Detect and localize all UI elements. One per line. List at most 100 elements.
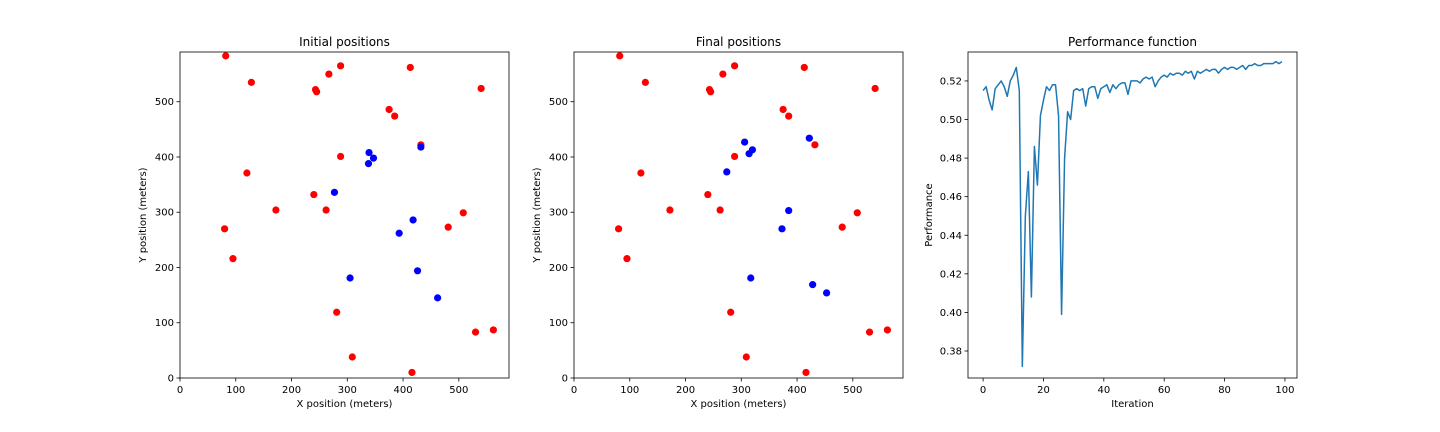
scatter-point-red [719, 70, 727, 78]
scatter-point-red [707, 88, 715, 96]
scatter-point-blue [745, 150, 753, 158]
scatter-point-blue [395, 229, 403, 237]
performance-line [982, 60, 1283, 368]
y-tick-label: 200 [549, 263, 568, 274]
scatter-point-blue [364, 160, 373, 168]
scatter-point-red [444, 223, 452, 231]
scatter-point-blue [823, 289, 831, 297]
scatter-point-blue [778, 225, 786, 233]
x-tick-label: 400 [394, 385, 413, 396]
scatter-point-red [229, 255, 237, 263]
scatter-point-red [883, 326, 891, 334]
x-tick-label: 60 [1158, 385, 1171, 396]
x-axis-label: X position (meters) [297, 399, 393, 410]
scatter-point-red [615, 225, 623, 233]
scatter-point-blue [369, 154, 378, 162]
y-tick-label: 400 [549, 152, 568, 163]
scatter-point-blue [723, 168, 731, 176]
scatter-point-red [313, 88, 321, 96]
x-axis-label: X position (meters) [691, 399, 787, 410]
chart-panel-2: Final positions 0 100 200 300 400 500 0 100 200 30… [532, 35, 904, 410]
y-tick-label: 0 [168, 374, 174, 385]
scatter-point-red [865, 328, 874, 336]
x-tick-label: 0 [177, 385, 183, 396]
scatter-point-red [779, 105, 787, 114]
scatter-point-blue [785, 206, 793, 215]
scatter-point-red [459, 209, 467, 217]
scatter-point-red [348, 353, 356, 361]
axes-frame [573, 51, 904, 379]
x-tick-label: 40 [1097, 385, 1110, 396]
scatter-point-red [853, 209, 861, 217]
scatter-point-blue [741, 138, 749, 146]
chart-title: Performance function [1068, 35, 1197, 49]
scatter-point-red [704, 190, 712, 199]
scatter-point-blue [805, 134, 813, 142]
scatter-point-blue [413, 267, 422, 275]
y-axis-label: Performance [924, 183, 935, 246]
scatter-point-red [391, 112, 399, 120]
chart-panel-3: Performance function 0 20 40 60 80 100 0.38 0.40… [924, 35, 1298, 410]
scatter-point-red [336, 62, 345, 70]
plot-data [982, 60, 1283, 368]
y-tick-label: 0.46 [940, 192, 962, 203]
scatter-point-red [333, 308, 341, 316]
y-tick-label: 0.42 [940, 269, 962, 280]
y-tick-label: 300 [155, 208, 174, 219]
scatter-point-red [325, 70, 333, 78]
x-tick-label: 100 [1275, 385, 1294, 396]
scatter-point-red [616, 52, 624, 60]
scatter-point-red [272, 206, 280, 214]
scatter-point-red [623, 255, 631, 263]
chart-title: Initial positions [299, 35, 390, 49]
y-tick-label: 500 [155, 97, 174, 108]
scatter-point-red [222, 52, 230, 60]
scatter-point-blue [365, 148, 373, 157]
scatter-point-red [406, 63, 414, 72]
x-tick-label: 20 [1037, 385, 1050, 396]
y-tick-label: 0.40 [940, 308, 962, 319]
y-tick-label: 0.38 [940, 346, 962, 357]
scatter-point-red [730, 62, 739, 70]
scatter-point-red [477, 84, 485, 93]
x-tick-label: 80 [1218, 385, 1231, 396]
chart-title: Final positions [696, 35, 781, 49]
scatter-point-blue [409, 216, 417, 224]
scatter-point-red [800, 63, 808, 72]
scatter-point-blue [346, 274, 354, 282]
x-tick-label: 0 [571, 385, 577, 396]
x-tick-label: 400 [788, 385, 807, 396]
scatter-point-blue [417, 143, 425, 151]
scatter-point-blue [434, 294, 442, 302]
x-tick-label: 100 [226, 385, 245, 396]
scatter-point-blue [330, 188, 339, 196]
scatter-point-red [742, 353, 750, 361]
x-tick-label: 200 [282, 385, 301, 396]
x-tick-label: 500 [449, 385, 468, 396]
y-tick-label: 200 [155, 263, 174, 274]
scatter-point-red [802, 368, 810, 377]
axes-frame [967, 51, 1298, 379]
scatter-point-red [811, 141, 819, 149]
scatter-point-red [637, 169, 645, 177]
scatter-point-red [838, 223, 846, 231]
y-tick-label: 400 [155, 152, 174, 163]
y-tick-label: 0 [562, 374, 568, 385]
x-tick-label: 200 [676, 385, 695, 396]
y-tick-label: 100 [155, 318, 174, 329]
scatter-point-red [641, 78, 649, 86]
scatter-point-red [727, 308, 735, 316]
scatter-point-blue [747, 274, 755, 282]
x-tick-label: 500 [843, 385, 862, 396]
y-tick-label: 0.44 [940, 231, 962, 242]
scatter-point-blue [809, 281, 817, 289]
x-axis-label: Iteration [1111, 399, 1153, 410]
scatter-point-red [730, 152, 739, 161]
scatter-point-red [408, 368, 416, 377]
chart-panel-1: Initial positions 0 100 200 300 400 500 0 100 200… [138, 35, 510, 410]
plot-data [615, 52, 891, 377]
scatter-point-red [871, 84, 879, 93]
y-tick-label: 0.50 [940, 115, 962, 126]
scatter-point-red [666, 206, 674, 214]
